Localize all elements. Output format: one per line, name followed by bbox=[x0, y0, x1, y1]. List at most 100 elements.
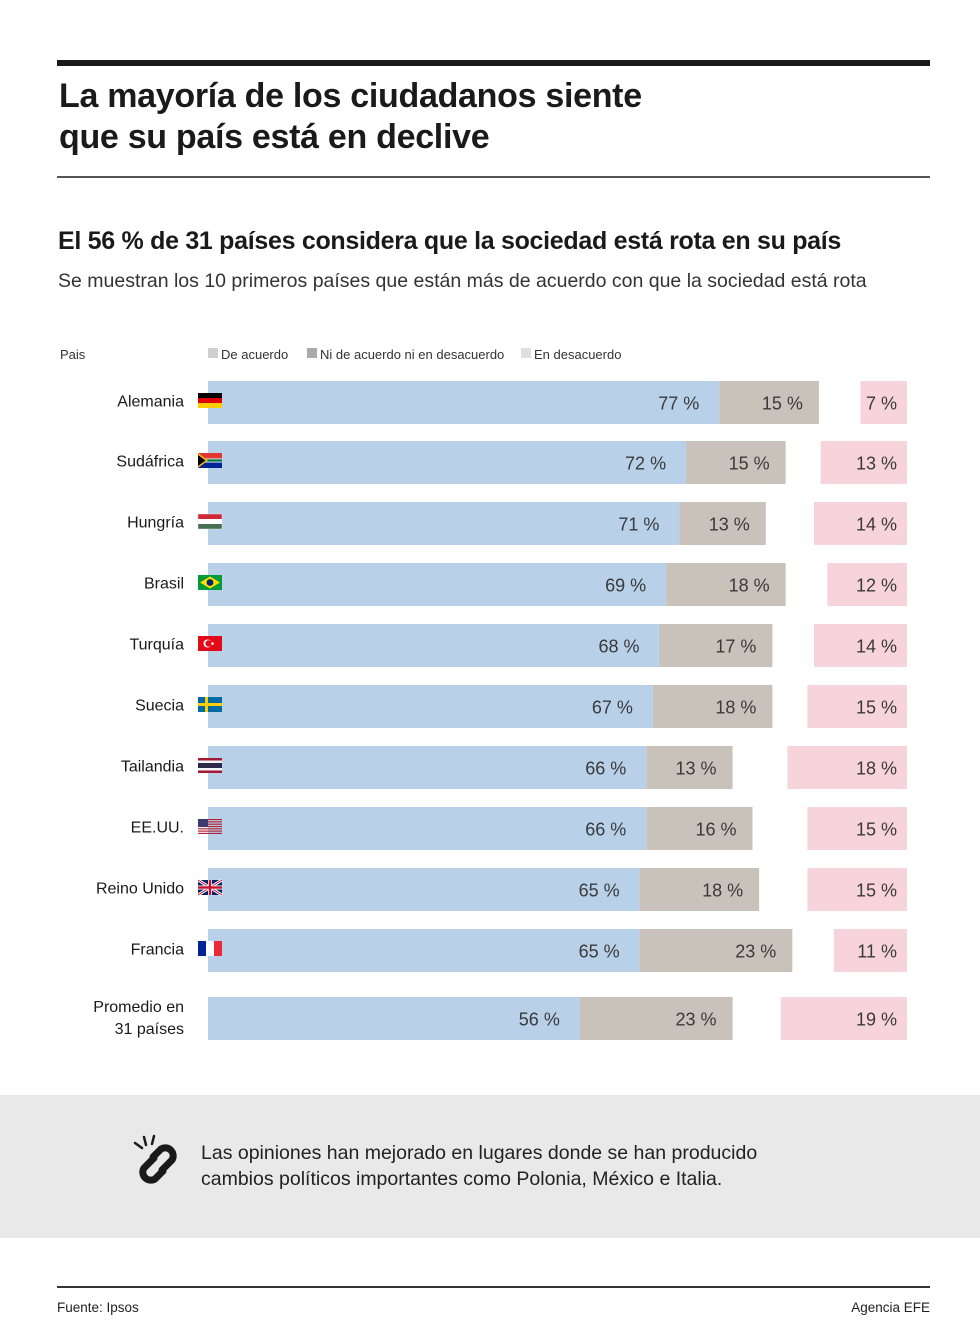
stacked-bar-chart: Pais De acuerdo Ni de acuerdo ni en desacu… bbox=[60, 347, 907, 1040]
bar-disagree bbox=[787, 746, 907, 789]
sweden-flag-icon bbox=[198, 697, 222, 712]
uk-flag-icon bbox=[197, 878, 223, 897]
bar-neutral bbox=[639, 868, 760, 911]
bottom-rule bbox=[57, 1286, 930, 1288]
bar-disagree-label: 11 % bbox=[857, 942, 897, 962]
bar-agree-label: 65 % bbox=[579, 881, 620, 901]
bar-disagree-label: 15 % bbox=[856, 820, 897, 840]
title-rule bbox=[57, 176, 930, 178]
note-line-2: cambios políticos importantes como Polon… bbox=[201, 1168, 723, 1190]
bar-neutral bbox=[646, 807, 753, 850]
bar-disagree bbox=[807, 685, 907, 728]
bar-neutral bbox=[579, 997, 733, 1040]
country-label: Turquía bbox=[129, 637, 184, 654]
country-label: Reino Unido bbox=[96, 881, 184, 898]
title-line-2: que su país está en declive bbox=[59, 118, 490, 156]
bar-neutral bbox=[686, 441, 786, 484]
source-label: Fuente: Ipsos bbox=[57, 1300, 139, 1315]
country-label: Francia bbox=[131, 942, 184, 959]
bar-neutral bbox=[659, 624, 773, 667]
bar-disagree-label: 14 % bbox=[856, 515, 897, 535]
bar-neutral-label: 17 % bbox=[715, 637, 756, 657]
bar-agree bbox=[208, 685, 653, 728]
bar-neutral-label: 15 % bbox=[729, 454, 770, 474]
bar-neutral bbox=[679, 502, 766, 545]
broken-chain-icon bbox=[133, 1134, 177, 1184]
bar-disagree bbox=[814, 624, 907, 667]
bar-agree-label: 66 % bbox=[585, 759, 626, 779]
note-text: Las opiniones han mejorado en lugares do… bbox=[201, 1140, 901, 1192]
bar-agree-label: 77 % bbox=[658, 394, 699, 414]
bar-disagree-label: 19 % bbox=[856, 1010, 897, 1030]
bar-neutral-label: 23 % bbox=[735, 942, 776, 962]
bar-disagree-label: 7 % bbox=[866, 394, 897, 414]
bar-disagree bbox=[814, 502, 907, 545]
country-label: Brasil bbox=[144, 576, 184, 593]
country-label: Alemania bbox=[117, 394, 184, 411]
note-line-1: Las opiniones han mejorado en lugares do… bbox=[201, 1142, 758, 1164]
bar-agree-label: 66 % bbox=[585, 820, 626, 840]
hungary-flag-icon bbox=[197, 513, 223, 530]
bar-agree bbox=[208, 807, 647, 850]
bar-agree bbox=[208, 441, 687, 484]
country-label-line-2: 31 países bbox=[115, 1021, 184, 1038]
bar-disagree-label: 15 % bbox=[856, 881, 897, 901]
country-label: Hungría bbox=[127, 515, 184, 532]
bar-neutral-label: 15 % bbox=[762, 394, 803, 414]
bar-agree-label: 69 % bbox=[605, 576, 646, 596]
page-title: La mayoría de los ciudadanos siente que … bbox=[59, 76, 919, 158]
bar-neutral bbox=[646, 746, 733, 789]
bar-agree bbox=[208, 563, 667, 606]
brazil-flag-icon bbox=[198, 575, 222, 590]
bar-disagree bbox=[820, 441, 907, 484]
bar-agree-label: 56 % bbox=[519, 1010, 560, 1030]
france-flag-icon bbox=[198, 941, 222, 956]
top-rule bbox=[57, 60, 930, 66]
bar-agree-label: 67 % bbox=[592, 698, 633, 718]
bar-disagree bbox=[807, 807, 907, 850]
bar-disagree bbox=[827, 563, 907, 606]
bar-agree bbox=[208, 502, 680, 545]
bar-disagree-label: 18 % bbox=[856, 759, 897, 779]
turkey-flag-icon bbox=[198, 636, 222, 651]
category-axis-label: Pais bbox=[60, 347, 86, 362]
bar-neutral-label: 23 % bbox=[676, 1010, 717, 1030]
bar-agree bbox=[208, 929, 640, 972]
chart-description: Se muestran los 10 primeros países que e… bbox=[58, 270, 867, 292]
bar-disagree-label: 15 % bbox=[856, 698, 897, 718]
bar-neutral bbox=[652, 685, 773, 728]
bar-neutral bbox=[666, 563, 786, 606]
bar-agree bbox=[208, 997, 580, 1040]
chart-subtitle: El 56 % de 31 países considera que la so… bbox=[58, 227, 842, 255]
bar-disagree bbox=[807, 868, 907, 911]
bar-neutral-label: 18 % bbox=[729, 576, 770, 596]
bar-agree bbox=[208, 624, 660, 667]
bar-agree bbox=[208, 746, 647, 789]
south-africa-flag-icon bbox=[198, 453, 222, 468]
country-label: Suecia bbox=[135, 698, 184, 715]
bar-agree bbox=[208, 381, 720, 424]
bar-disagree bbox=[833, 929, 907, 972]
country-label: Tailandia bbox=[121, 759, 184, 776]
germany-flag-icon bbox=[198, 393, 222, 408]
country-label: Sudáfrica bbox=[116, 454, 184, 471]
bar-agree bbox=[208, 868, 640, 911]
bar-neutral-label: 18 % bbox=[715, 698, 756, 718]
bar-disagree-label: 14 % bbox=[856, 637, 897, 657]
legend-swatch-2 bbox=[521, 348, 531, 358]
legend-label-2: En desacuerdo bbox=[534, 347, 621, 362]
bar-disagree bbox=[780, 997, 907, 1040]
bar-agree-label: 72 % bbox=[625, 454, 666, 474]
usa-flag-icon bbox=[198, 819, 222, 834]
legend-label-0: De acuerdo bbox=[221, 347, 288, 362]
bar-neutral-label: 18 % bbox=[702, 881, 743, 901]
bar-disagree-label: 13 % bbox=[856, 454, 897, 474]
legend-label-1: Ni de acuerdo ni en desacuerdo bbox=[320, 347, 504, 362]
bar-disagree-label: 12 % bbox=[856, 576, 897, 596]
bar-neutral bbox=[719, 381, 819, 424]
bar-agree-label: 71 % bbox=[618, 515, 659, 535]
agency-label: Agencia EFE bbox=[851, 1300, 930, 1315]
country-label-line-1: Promedio en bbox=[93, 999, 184, 1016]
title-line-1: La mayoría de los ciudadanos siente bbox=[59, 77, 642, 115]
bar-agree-label: 68 % bbox=[598, 637, 639, 657]
